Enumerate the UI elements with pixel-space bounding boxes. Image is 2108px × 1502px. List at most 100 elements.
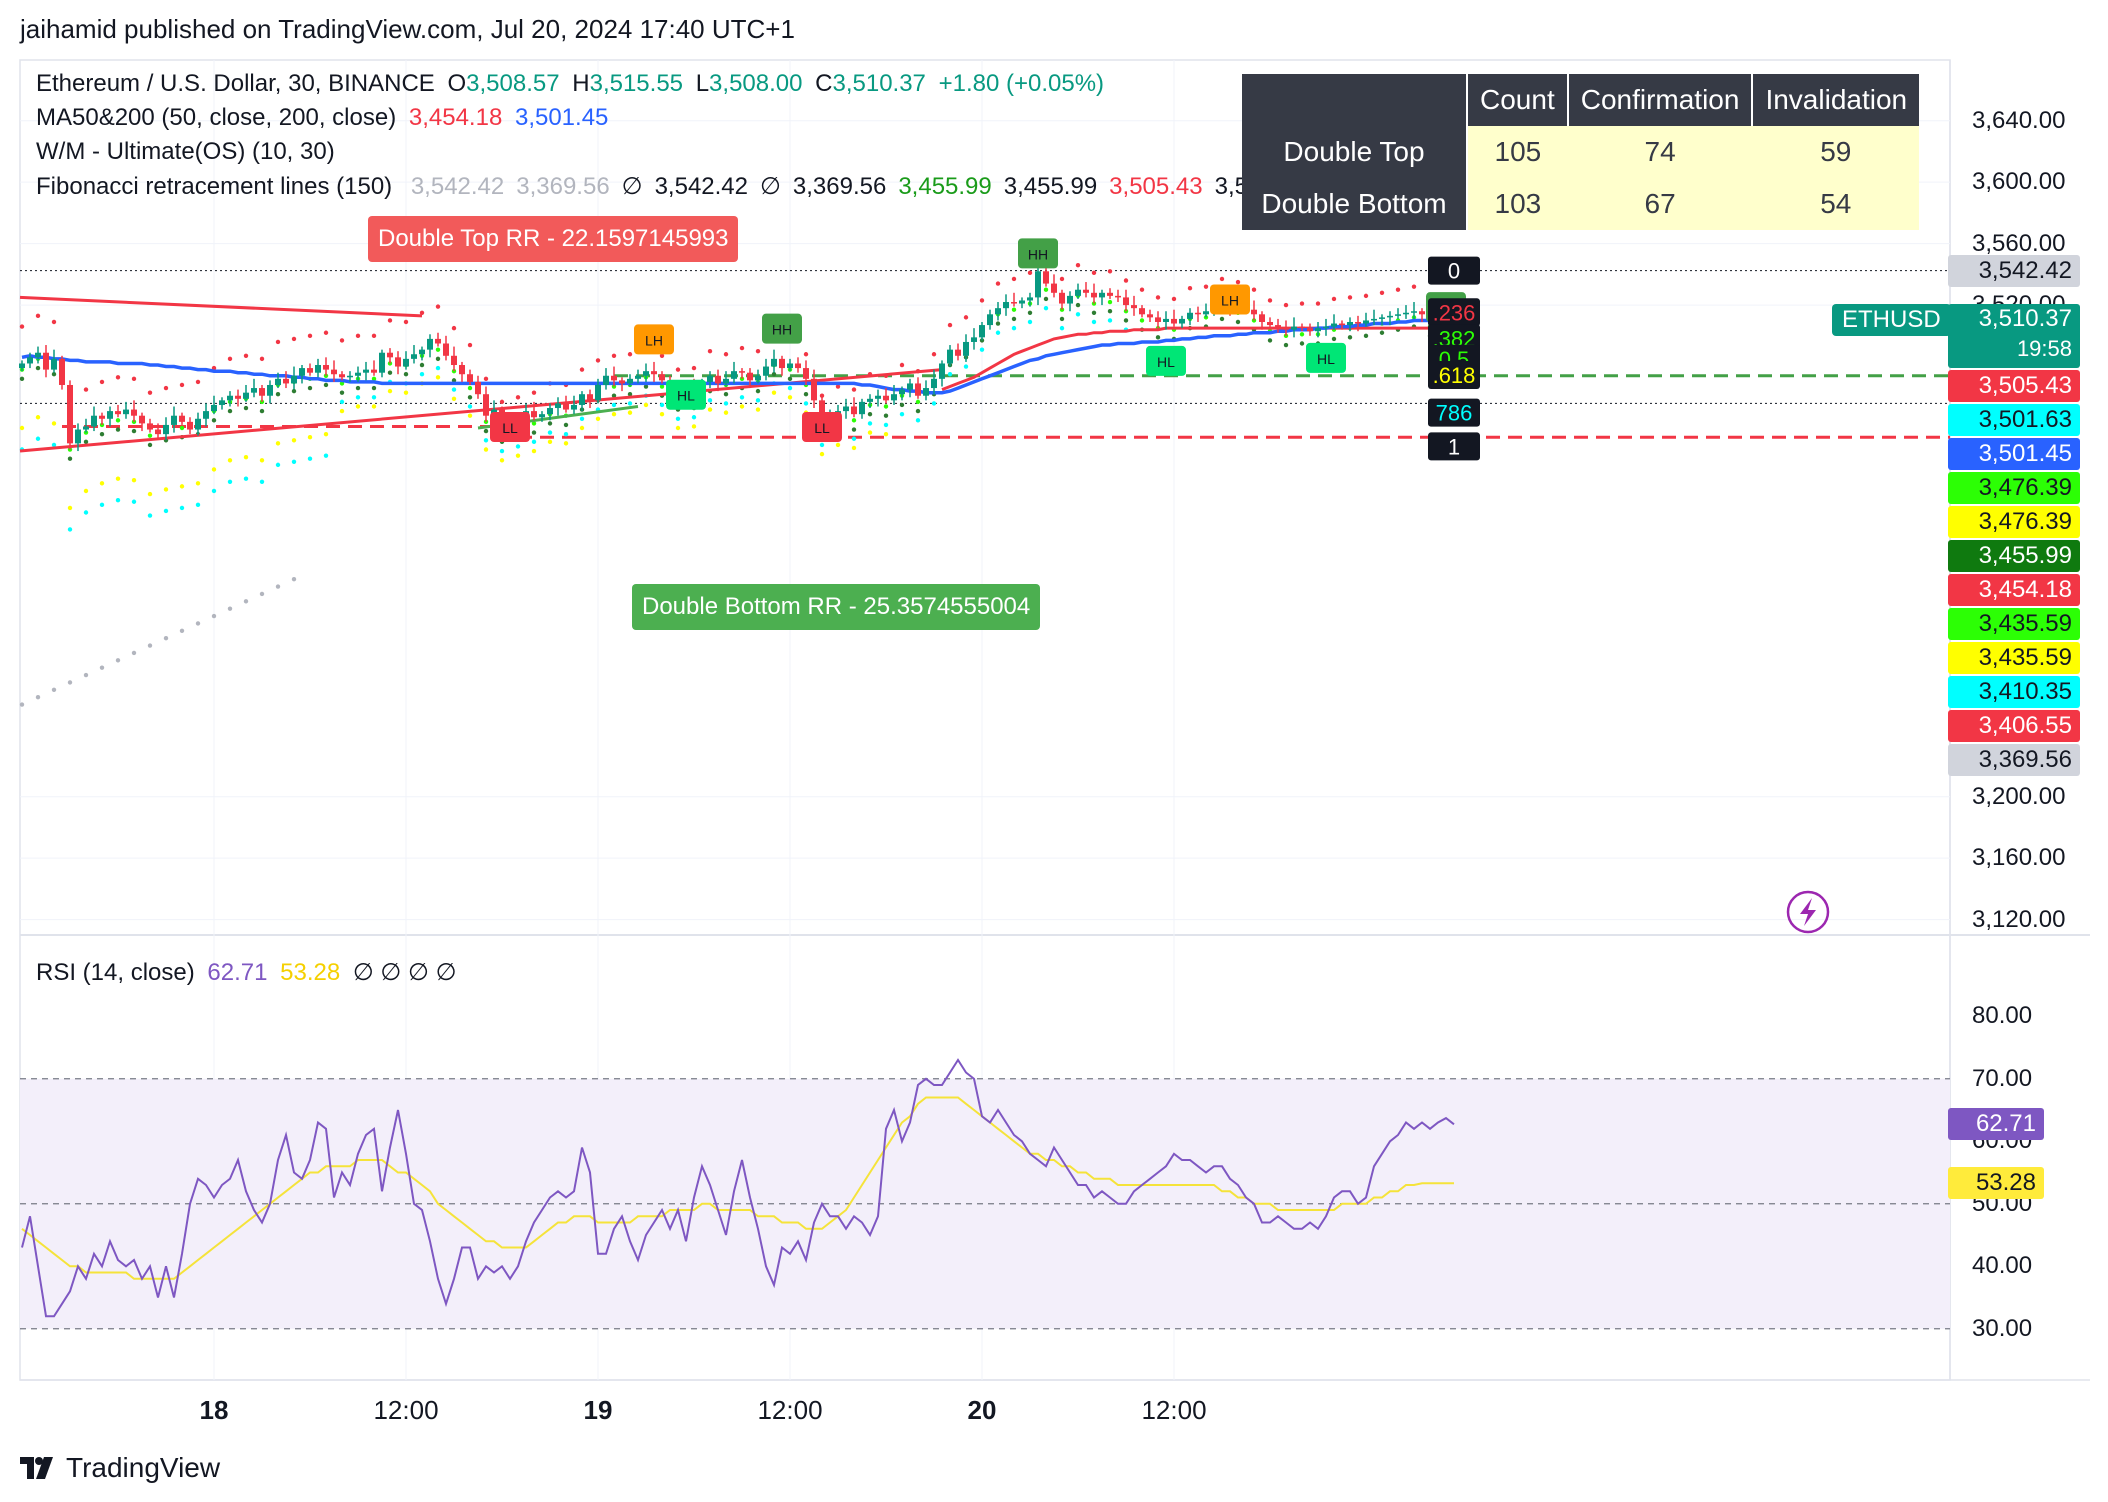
candle-body: [1059, 292, 1065, 304]
candle-body: [635, 375, 641, 379]
pivot-label-box: [1306, 342, 1346, 373]
candle-body: [1155, 317, 1161, 322]
indicator-dot: [739, 345, 745, 351]
footer-brand[interactable]: TradingView: [20, 1452, 220, 1484]
candle-body: [771, 358, 777, 367]
fib-level-tag: 0: [1428, 256, 1480, 285]
fib-tag-text: .236: [1433, 300, 1476, 325]
indicator-dot: [387, 388, 393, 394]
fib-level-tag: 786: [1428, 398, 1480, 427]
candle-body: [763, 366, 769, 376]
candle-body: [1131, 305, 1137, 309]
legend-ma-line[interactable]: MA50&200 (50, close, 200, close) 3,454.1…: [36, 104, 614, 132]
price-axis-label: 3,454.18: [1948, 573, 2080, 606]
indicator-dot: [1059, 325, 1065, 331]
candle-body: [1107, 292, 1113, 296]
indicator-dot: [1363, 333, 1369, 339]
indicator-dot: [451, 325, 457, 331]
candle-body: [579, 394, 585, 405]
candle-body: [1075, 289, 1081, 296]
indicator-dot: [1123, 278, 1129, 283]
indicator-dot: [1267, 298, 1273, 303]
indicator-dot: [1187, 285, 1193, 291]
indicator-dot: [1299, 301, 1305, 306]
double-top-rr-label[interactable]: Double Top RR - 22.1597145993: [368, 216, 739, 262]
legend-close-label: C: [815, 70, 833, 97]
indicator-dot: [35, 415, 41, 420]
indicator-dot: [147, 491, 153, 497]
rsi-title: RSI (14, close): [36, 959, 195, 986]
pivot-label-text: HL: [1317, 351, 1335, 367]
candle-body: [1179, 318, 1185, 324]
candle-body: [443, 343, 449, 356]
candle-body: [179, 415, 185, 422]
candle-body: [283, 378, 289, 384]
indicator-dot: [627, 352, 633, 357]
indicator-dot: [1091, 310, 1097, 315]
indicator-dot: [51, 442, 57, 448]
candle-body: [195, 418, 201, 430]
indicator-dot: [291, 459, 297, 464]
candle-body: [467, 374, 473, 382]
price-tick-label: 3,200.00: [1972, 782, 2066, 810]
candle-body: [435, 338, 441, 344]
indicator-dot: [275, 462, 281, 468]
candle-body: [931, 378, 937, 389]
table-header-row: Count Confirmation Invalidation: [1242, 74, 1920, 126]
legend-wm-title: W/M - Ultimate(OS) (10, 30): [36, 138, 335, 165]
indicator-dot: [595, 358, 601, 363]
indicator-dot: [1027, 270, 1033, 276]
legend-wm-line[interactable]: W/M - Ultimate(OS) (10, 30): [36, 138, 341, 166]
indicator-dot: [1235, 319, 1241, 325]
indicator-dot: [1315, 301, 1321, 306]
indicator-dot: [259, 356, 265, 362]
indicator-dot: [115, 498, 121, 503]
indicator-dot: [387, 318, 393, 323]
candle-body: [419, 349, 425, 355]
time-tick-label: 12:00: [757, 1395, 823, 1425]
symbol-price-tag[interactable]: ETHUSD: [1832, 303, 1951, 336]
indicator-dot: [531, 390, 537, 395]
fib-tag-text: .618: [1433, 363, 1476, 388]
indicator-dot: [19, 702, 25, 707]
indicator-dot: [1411, 284, 1417, 289]
indicator-dot: [1043, 287, 1049, 292]
legend-symbol: Ethereum / U.S. Dollar, 30, BINANCE: [36, 70, 435, 97]
candle-body: [643, 371, 649, 376]
indicator-dot: [1059, 316, 1065, 322]
rsi-legend[interactable]: RSI (14, close) 62.71 53.28 ∅ ∅ ∅ ∅: [36, 958, 463, 987]
candle-body: [1403, 312, 1409, 315]
candle-body: [1147, 314, 1153, 318]
indicator-dot: [243, 476, 249, 481]
indicator-dot: [243, 599, 249, 604]
indicator-dot: [339, 338, 345, 343]
indicator-dot: [627, 392, 633, 397]
cell-confirmation: 74: [1567, 126, 1753, 178]
indicator-dot: [611, 353, 617, 358]
fib-legend-value: 3,369.56: [516, 173, 610, 200]
indicator-dot: [675, 425, 681, 431]
indicator-dot: [803, 352, 809, 357]
candle-body: [1283, 328, 1289, 330]
legend-ma-title: MA50&200 (50, close, 200, close): [36, 104, 397, 131]
ma200-line: [21, 317, 1456, 395]
rsi-tick-label: 30.00: [1972, 1314, 2033, 1342]
indicator-dot: [243, 405, 249, 411]
candle-body: [451, 355, 457, 366]
pivot-label-text: HL: [1157, 354, 1175, 370]
double-bottom-rr-label[interactable]: Double Bottom RR - 25.3574555004: [632, 584, 1041, 630]
pivot-label-text: LH: [645, 332, 663, 348]
publisher-line: jaihamid published on TradingView.com, J…: [20, 14, 795, 44]
pivot-label: LL: [490, 412, 530, 442]
indicator-dot: [1395, 287, 1401, 292]
candle-body: [459, 365, 465, 375]
indicator-dot: [595, 416, 601, 421]
price-axis-label: 3,476.39: [1948, 471, 2080, 504]
price-axis-label: 3,505.43: [1948, 369, 2080, 402]
candle-body: [107, 411, 113, 419]
pivot-label-box: [762, 313, 802, 344]
indicator-dot: [531, 448, 537, 454]
candle-body: [547, 408, 553, 415]
indicator-dot: [259, 408, 265, 414]
candle-body: [1203, 311, 1209, 315]
